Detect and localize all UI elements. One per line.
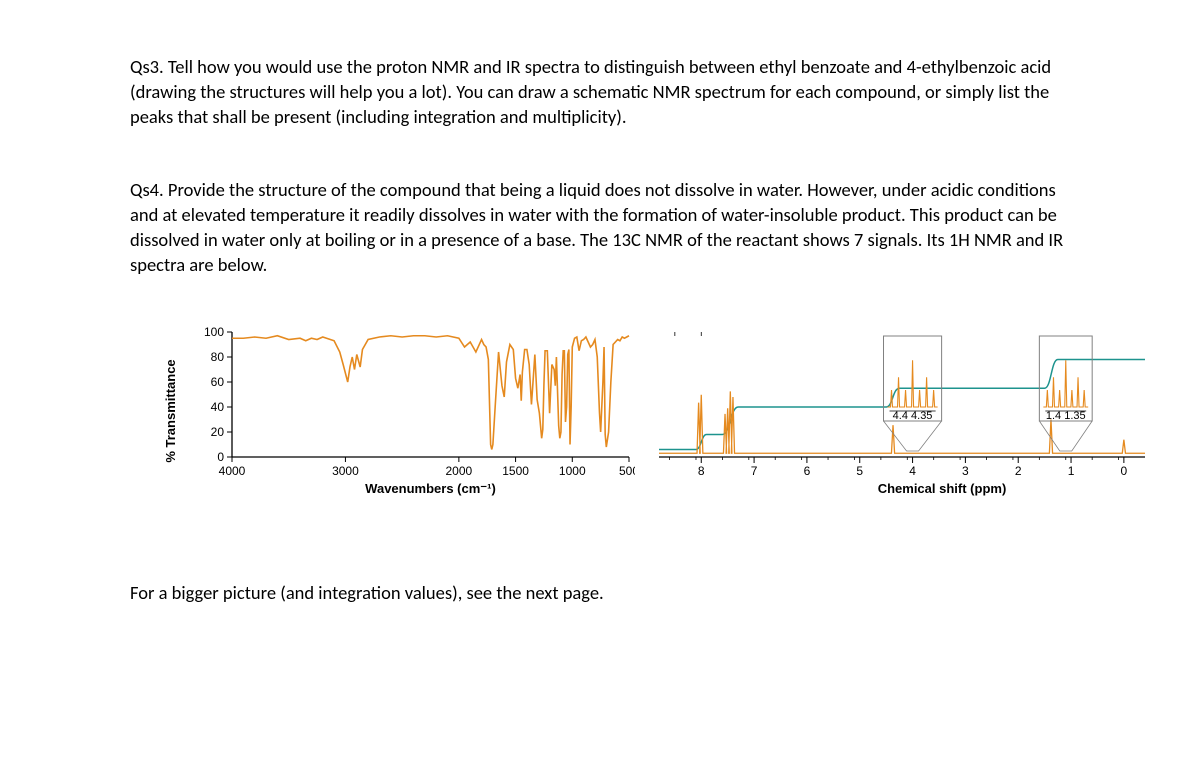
figure-footer-text: For a bigger picture (and integration va… [130,551,1070,606]
svg-text:500: 500 [619,464,635,478]
svg-text:1.4 1.35: 1.4 1.35 [1046,410,1086,422]
svg-text:8: 8 [698,464,705,478]
svg-text:60: 60 [211,375,225,389]
ir-y-axis-label: % Transmittance [162,359,180,462]
figure-row: % Transmittance 0 20 40 60 80 100 4000 3000 2000… [130,326,1070,551]
svg-text:100: 100 [204,326,224,339]
svg-text:2000: 2000 [446,464,473,478]
svg-text:2: 2 [1015,464,1022,478]
svg-text:3000: 3000 [332,464,359,478]
svg-text:3: 3 [962,464,969,478]
svg-text:80: 80 [211,350,225,364]
svg-text:20: 20 [211,425,225,439]
svg-text:0: 0 [1121,464,1128,478]
svg-text:40: 40 [211,400,225,414]
nmr-spectrum-chart: 8 7 6 5 4 3 2 1 0 Chemical shift (ppm) 4.4 4.35 1.4… [653,326,1151,551]
svg-text:7: 7 [751,464,758,478]
svg-text:4000: 4000 [219,464,246,478]
svg-text:5: 5 [856,464,863,478]
svg-text:6: 6 [804,464,811,478]
svg-text:1000: 1000 [559,464,586,478]
svg-text:Chemical shift (ppm): Chemical shift (ppm) [878,481,1007,496]
svg-text:4.4 4.35: 4.4 4.35 [893,410,933,422]
svg-text:Wavenumbers (cm⁻¹): Wavenumbers (cm⁻¹) [365,481,496,496]
question-qs3: Qs3. Tell how you would use the proton N… [130,55,1070,130]
svg-text:0: 0 [217,450,224,464]
ir-spectrum-chart: % Transmittance 020406080100400030002000… [190,326,635,551]
svg-text:1: 1 [1068,464,1075,478]
svg-text:1500: 1500 [502,464,529,478]
svg-text:4: 4 [909,464,916,478]
question-qs4: Qs4. Provide the structure of the compou… [130,178,1070,278]
